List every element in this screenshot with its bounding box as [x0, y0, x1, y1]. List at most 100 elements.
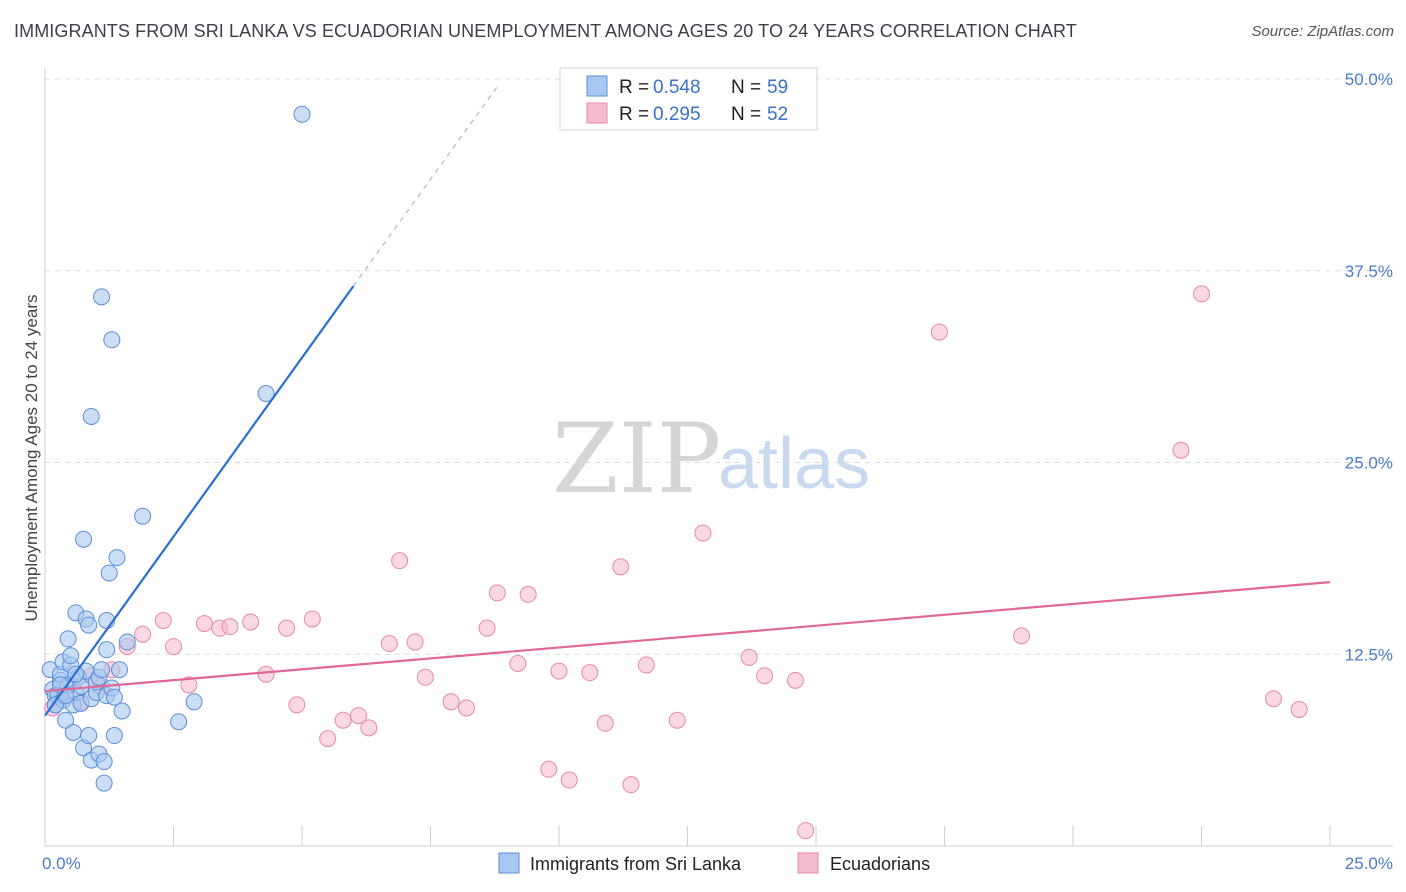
watermark-atlas: atlas — [718, 424, 870, 504]
ecuadorians-point — [406, 633, 424, 651]
y-tick-label: 37.5% — [1345, 262, 1393, 281]
ecuadorians-point — [1013, 627, 1031, 645]
ecuadorians-point — [165, 638, 182, 656]
ecuadorians-point — [134, 625, 152, 643]
sri-lanka-point — [64, 723, 82, 741]
ecuadorians-point — [1264, 690, 1282, 708]
ecuadorians-point — [786, 671, 804, 689]
sri-lanka-point — [134, 507, 152, 525]
bottom-legend-label-sri-lanka: Immigrants from Sri Lanka — [530, 854, 742, 874]
legend-n-label-2: N = — [731, 104, 761, 125]
legend-n-label-1: N = — [731, 77, 761, 98]
ecuadorians-point — [596, 714, 614, 732]
ecuadorians-point — [612, 558, 630, 576]
sri-lanka-point — [293, 105, 311, 123]
ecuadorians-point — [509, 654, 527, 672]
axis-layer: 12.5% 25.0% 37.5% 50.0% 0.0% 25.0% — [42, 68, 1393, 873]
y-tick-label: 50.0% — [1345, 70, 1393, 89]
y-tick-label: 12.5% — [1345, 645, 1393, 664]
ecuadorians-point — [319, 730, 337, 748]
watermark-zip: ZIP — [552, 403, 721, 515]
chart-title: IMMIGRANTS FROM SRI LANKA VS ECUADORIAN … — [14, 21, 1077, 41]
y-tick-label: 25.0% — [1345, 454, 1393, 473]
x-tick-label-min: 0.0% — [42, 854, 81, 873]
legend-r-value-1: 0.548 — [653, 77, 701, 98]
ecuadorians-point — [637, 656, 655, 674]
ecuadorians-point — [550, 662, 568, 680]
sri-lanka-points — [41, 105, 311, 792]
sri-lanka-point — [105, 688, 123, 706]
legend-r-label-2: R = — [619, 104, 649, 125]
y-axis-label: Unemployment Among Ages 20 to 24 years — [22, 295, 41, 622]
ecuadorians-point — [1172, 441, 1190, 459]
legend-n-value-1: 59 — [767, 77, 788, 98]
sri-lanka-point — [95, 774, 113, 792]
ecuadorians-point — [581, 664, 599, 682]
ecuadorians-trend-line — [44, 581, 1331, 693]
sri-lanka-point — [57, 711, 75, 729]
sri-lanka-point — [59, 630, 77, 648]
ecuadorians-point — [457, 699, 475, 717]
sri-lanka-point — [80, 727, 98, 745]
ecuadorians-point — [334, 711, 352, 729]
sri-lanka-point — [118, 633, 136, 651]
legend-r-label-1: R = — [619, 77, 649, 98]
ecuadorians-point — [560, 771, 578, 789]
sri-lanka-point — [103, 331, 121, 349]
ecuadorians-point — [416, 668, 434, 686]
sri-lanka-point — [98, 641, 116, 659]
ecuadorians-point — [180, 676, 198, 694]
ecuadorians-point — [668, 711, 686, 729]
ecuadorians-point — [442, 693, 460, 711]
bottom-legend: Immigrants from Sri Lanka Ecuadorians — [498, 852, 930, 874]
ecuadorians-point — [257, 665, 275, 683]
sri-lanka-point — [93, 288, 111, 306]
sri-lanka-point — [100, 564, 118, 582]
sri-lanka-point — [105, 727, 123, 745]
sri-lanka-point — [82, 407, 100, 425]
sri-lanka-point — [93, 661, 111, 679]
ecuadorians-point — [195, 615, 213, 633]
top-legend: R = 0.548 N = 59 R = 0.295 N = 52 — [559, 67, 818, 131]
ecuadorians-point — [154, 612, 172, 630]
legend-swatch-ecuadorians — [586, 102, 608, 124]
bottom-legend-label-ecuadorians: Ecuadorians — [830, 854, 930, 874]
legend-swatch-sri-lanka — [586, 75, 608, 97]
ecuadorians-point — [756, 667, 774, 685]
sri-lanka-point — [75, 530, 93, 548]
sri-lanka-point — [170, 713, 188, 731]
x-tick-label-max: 25.0% — [1345, 854, 1393, 873]
ecuadorians-point — [221, 618, 239, 636]
trend-lines — [44, 86, 1331, 717]
ecuadorians-points — [44, 285, 1308, 840]
ecuadorians-point — [288, 696, 306, 714]
ecuadorians-point — [478, 619, 496, 637]
bottom-legend-swatch-sri-lanka — [498, 852, 520, 874]
ecuadorians-point — [380, 635, 398, 653]
chart-source: Source: ZipAtlas.com — [1251, 23, 1394, 40]
ecuadorians-point — [1193, 285, 1210, 303]
bottom-legend-swatch-ecuadorians — [797, 852, 819, 874]
ecuadorians-point — [350, 707, 368, 725]
sri-lanka-point — [113, 702, 131, 720]
ecuadorians-point — [303, 610, 321, 628]
ecuadorians-point — [540, 760, 558, 778]
sri-lanka-trend-extension — [352, 86, 498, 287]
sri-lanka-point — [95, 753, 113, 771]
ecuadorians-point — [797, 822, 815, 840]
ecuadorians-point — [519, 585, 537, 603]
ecuadorians-point — [1290, 700, 1308, 718]
sri-lanka-point — [111, 661, 129, 679]
ecuadorians-point — [740, 648, 758, 666]
sri-lanka-point — [80, 616, 98, 634]
ecuadorians-point — [694, 524, 712, 542]
grid-layer — [45, 78, 1393, 655]
ecuadorians-point — [242, 613, 260, 631]
ecuadorians-point — [278, 619, 296, 637]
ecuadorians-point — [622, 776, 640, 794]
ecuadorians-point — [930, 323, 948, 341]
sri-lanka-trend-line — [44, 285, 355, 717]
ecuadorians-point — [360, 719, 378, 737]
ecuadorians-point — [488, 584, 506, 602]
